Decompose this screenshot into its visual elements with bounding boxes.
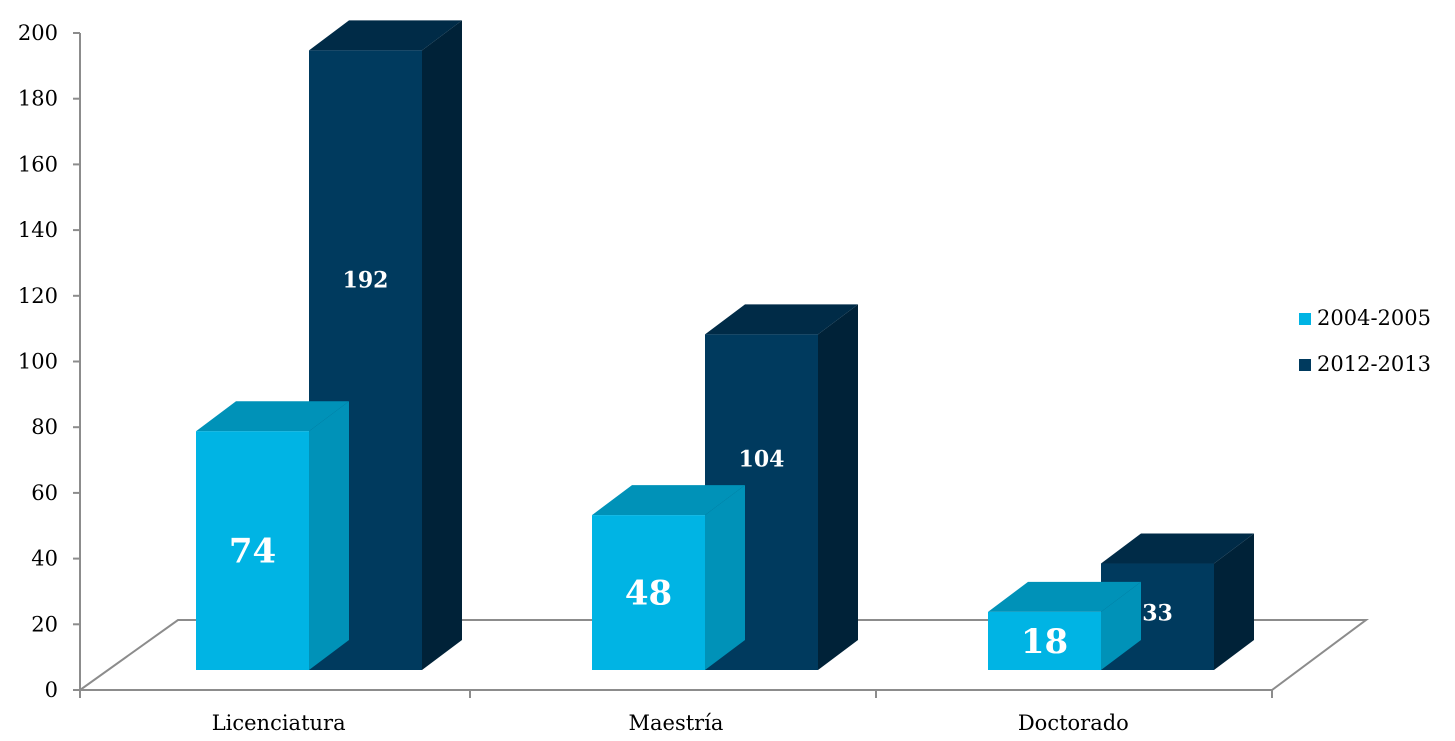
chart-floor: [76, 619, 1370, 691]
y-tick-label: 200: [18, 21, 58, 45]
category-label: Doctorado: [1018, 711, 1129, 735]
data-label: 48: [625, 574, 672, 614]
y-tick-label: 0: [45, 678, 58, 702]
y-tick-label: 60: [31, 481, 58, 505]
bar-2004-2005-Doctorado: [988, 611, 1101, 670]
bar-side-2012-2013-Maestría: [818, 304, 858, 670]
floor-outline: [76, 619, 1370, 691]
bar-side-2004-2005-Doctorado: [1101, 581, 1141, 670]
bar-top-2004-2005-Licenciatura: [196, 401, 349, 432]
bar-2004-2005-Maestría: [592, 515, 705, 670]
legend-swatch: [1299, 359, 1311, 371]
bar-side-2012-2013-Doctorado: [1214, 533, 1254, 670]
legend-label: 2012-2013: [1317, 352, 1431, 376]
data-labels: 74 192 48 104 18 33: [229, 268, 1173, 662]
x-axis: Licenciatura Maestría Doctorado: [212, 711, 1129, 735]
legend: 2004-2005 2012-2013: [1299, 306, 1431, 376]
bar-side-2004-2005-Licenciatura: [309, 401, 349, 670]
y-axis: 0 20 40 60 80 100 120 140 160 180 200: [18, 21, 1273, 702]
category-label: Maestría: [629, 711, 724, 735]
bar-side-2004-2005-Maestría: [705, 485, 745, 670]
bar-top-2012-2013-Maestría: [705, 304, 858, 335]
y-tick-label: 80: [31, 415, 58, 439]
y-tick-label: 40: [31, 547, 58, 571]
y-tick-label: 120: [18, 284, 58, 308]
data-label: 74: [229, 532, 276, 572]
y-tick-label: 180: [18, 87, 58, 111]
legend-label: 2004-2005: [1317, 306, 1431, 330]
y-tick-label: 20: [31, 612, 58, 636]
y-tick-label: 160: [18, 152, 58, 176]
y-tick-label: 140: [18, 218, 58, 242]
bar-top-2004-2005-Maestría: [592, 485, 745, 516]
bar-top-2004-2005-Doctorado: [988, 581, 1141, 612]
legend-swatch: [1299, 313, 1311, 325]
bar-top-2012-2013-Doctorado: [1101, 533, 1254, 564]
data-label: 104: [739, 447, 785, 473]
bar-2004-2005-Licenciatura: [196, 431, 309, 670]
bar-top-2012-2013-Licenciatura: [309, 20, 462, 51]
data-label: 18: [1021, 622, 1068, 662]
data-label: 192: [343, 268, 389, 294]
data-label: 33: [1142, 601, 1173, 627]
category-label: Licenciatura: [212, 711, 346, 735]
bars: [196, 20, 1254, 670]
bar-side-2012-2013-Licenciatura: [422, 20, 462, 670]
y-tick-label: 100: [18, 350, 58, 374]
